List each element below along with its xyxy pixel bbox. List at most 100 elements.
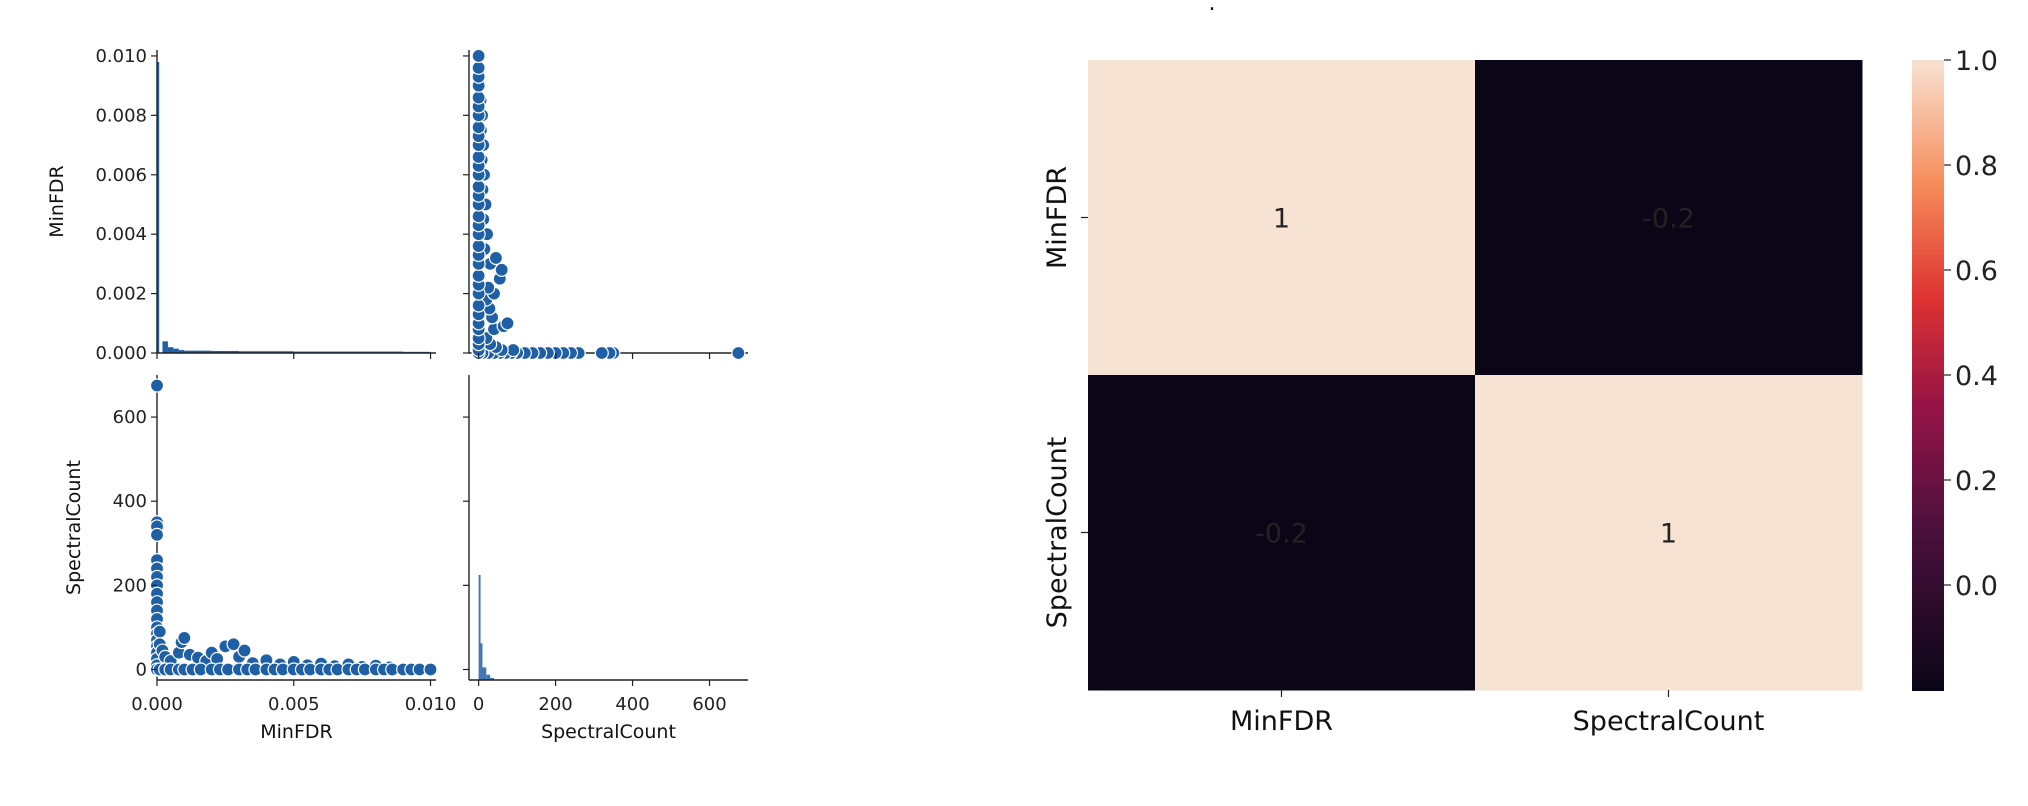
hist-bar-minfdr (321, 351, 349, 353)
hist-bar-minfdr (266, 351, 294, 353)
colorbar-segment (1912, 369, 1944, 376)
heatmap-cell (1475, 375, 1863, 691)
y-tick-label-minfdr: 0.004 (95, 224, 147, 245)
colorbar-segment (1912, 275, 1944, 282)
colorbar-segment (1912, 359, 1944, 366)
colorbar-tick-label: 1.0 (1955, 46, 1998, 77)
colorbar-segment (1912, 212, 1944, 219)
colorbar-segment (1912, 600, 1944, 607)
colorbar-segment (1912, 348, 1944, 355)
scatter-point (471, 149, 486, 165)
colorbar-segment (1912, 669, 1944, 676)
colorbar-segment (1912, 333, 1944, 340)
colorbar-segment (1912, 81, 1944, 88)
colorbar-segment (1912, 65, 1944, 72)
colorbar-segment (1912, 406, 1944, 413)
colorbar-segment (1912, 165, 1944, 172)
colorbar-segment (1912, 527, 1944, 534)
y-tick-label-minfdr: 0.000 (95, 343, 147, 364)
colorbar-segment (1912, 653, 1944, 660)
hist-bar-minfdr (375, 351, 404, 353)
colorbar-segment (1912, 264, 1944, 271)
hist-bar-spectralcount (482, 667, 487, 680)
colorbar-segment (1912, 464, 1944, 471)
colorbar-segment (1912, 495, 1944, 502)
colorbar-segment (1912, 585, 1944, 592)
heatmap-row-label: SpectralCount (1042, 437, 1073, 629)
colorbar-segment (1912, 537, 1944, 544)
colorbar-segment (1912, 233, 1944, 240)
colorbar-segment (1912, 590, 1944, 597)
colorbar-tick-label: 0.2 (1955, 466, 1998, 497)
colorbar-segment (1912, 485, 1944, 492)
colorbar-segment (1912, 91, 1944, 98)
colorbar-segment (1912, 238, 1944, 245)
colorbar-segment (1912, 543, 1944, 550)
y-tick-label-minfdr: 0.010 (95, 46, 147, 67)
colorbar-segment (1912, 296, 1944, 303)
colorbar-segment (1912, 180, 1944, 187)
colorbar-segment (1912, 411, 1944, 418)
x-tick-label-spectralcount: 600 (692, 694, 726, 715)
colorbar-segment (1912, 564, 1944, 571)
y-axis-label-spectralcount: SpectralCount (63, 460, 85, 595)
x-tick-label-minfdr: 0.005 (268, 694, 320, 715)
colorbar-segment (1912, 611, 1944, 618)
x-tick-label-minfdr: 0.010 (405, 694, 457, 715)
hist-bar-minfdr (173, 348, 179, 353)
heatmap-cell (1088, 60, 1476, 376)
scatter-point (237, 643, 252, 658)
colorbar-segment (1912, 75, 1944, 82)
colorbar-segment (1912, 343, 1944, 350)
colorbar-segment (1912, 390, 1944, 397)
heatmap-annotation: -0.2 (1255, 519, 1308, 550)
hist-bar-minfdr (239, 351, 267, 353)
y-tick-label-spectralcount: 400 (113, 491, 147, 512)
colorbar-segment (1912, 228, 1944, 235)
colorbar-segment (1912, 511, 1944, 518)
colorbar-segment (1912, 522, 1944, 529)
hist-bar-minfdr (348, 351, 376, 353)
scatter-point (471, 60, 486, 75)
colorbar-segment (1912, 616, 1944, 623)
colorbar-segment (1912, 621, 1944, 628)
colorbar-segment (1912, 448, 1944, 455)
heatmap-annotation: 1 (1273, 204, 1290, 235)
colorbar-segment (1912, 648, 1944, 655)
colorbar-segment (1912, 417, 1944, 424)
colorbar-segment (1912, 553, 1944, 560)
scatter-point (177, 630, 192, 646)
colorbar-segment (1912, 107, 1944, 114)
colorbar-segment (1912, 201, 1944, 208)
colorbar-segment (1912, 401, 1944, 408)
hist-bar-minfdr (184, 350, 212, 353)
x-tick-label-spectralcount: 200 (538, 694, 572, 715)
colorbar-segment (1912, 133, 1944, 140)
colorbar-tick-label: 0.6 (1955, 256, 1998, 287)
colorbar-segment (1912, 123, 1944, 130)
colorbar-segment (1912, 627, 1944, 634)
colorbar-segment (1912, 196, 1944, 203)
scatter-point (471, 209, 486, 224)
hist-bar-minfdr (167, 347, 174, 353)
colorbar-segment (1912, 674, 1944, 681)
colorbar-segment (1912, 642, 1944, 649)
colorbar-segment (1912, 490, 1944, 497)
colorbar-segment (1912, 569, 1944, 576)
colorbar-segment (1912, 280, 1944, 287)
x-axis-label-minfdr: MinFDR (260, 721, 332, 743)
colorbar-segment (1912, 301, 1944, 308)
colorbar-segment (1912, 375, 1944, 382)
x-tick-label-minfdr: 0.000 (131, 694, 183, 715)
colorbar-segment (1912, 658, 1944, 665)
colorbar-segment (1912, 217, 1944, 224)
y-tick-label-spectralcount: 600 (113, 407, 147, 428)
hist-bar-spectralcount (486, 674, 491, 680)
colorbar-segment (1912, 606, 1944, 613)
colorbar-segment (1912, 249, 1944, 256)
colorbar-segment (1912, 469, 1944, 476)
hist-bar-minfdr (178, 350, 185, 353)
colorbar-segment (1912, 70, 1944, 77)
colorbar-segment (1912, 506, 1944, 513)
colorbar-segment (1912, 579, 1944, 586)
